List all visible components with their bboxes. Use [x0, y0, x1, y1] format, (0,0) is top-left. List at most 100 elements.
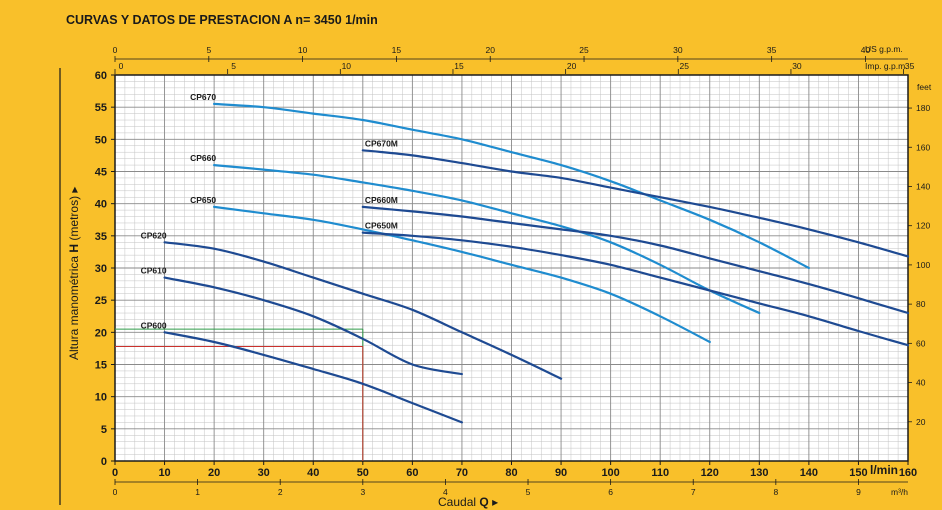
y-tick-label: 10: [95, 392, 107, 404]
curve-cp670m: [361, 149, 910, 258]
y-tick-label: 25: [95, 295, 107, 307]
pump-curves: [163, 102, 910, 424]
impgpm-unit-label: Imp. g.p.m.: [865, 61, 908, 71]
x-tick-label: 100: [601, 467, 619, 479]
y-tick-label: 15: [95, 360, 107, 372]
label-cp620: CP620: [141, 230, 167, 240]
curve-cp660m: [361, 205, 910, 315]
x-axis-label-symbol: Q: [479, 495, 488, 509]
impgpm-tick-label: 25: [680, 61, 690, 71]
x-tick-label: 110: [651, 467, 669, 479]
impgpm-tick-label: 20: [567, 61, 577, 71]
usgpm-tick-label: 0: [113, 45, 118, 55]
impgpm-tick-label: 30: [792, 61, 802, 71]
label-cp670m: CP670M: [365, 138, 398, 148]
m3h-tick-label: 4: [443, 487, 448, 497]
x-tick-label: 70: [456, 467, 468, 479]
label-cp660m: CP660M: [365, 195, 398, 205]
usgpm-tick-label: 20: [485, 45, 495, 55]
x-tick-label: 80: [505, 467, 517, 479]
y-axis-label-symbol: H: [67, 244, 81, 253]
x-tick-label: 120: [701, 467, 719, 479]
x-tick-label: 20: [208, 467, 220, 479]
feet-tick-label: 140: [916, 181, 930, 191]
x-tick-label: 40: [307, 467, 319, 479]
y-axis-label-unit: (metros): [67, 196, 81, 241]
x-tick-label: 140: [800, 467, 818, 479]
feet-tick-label: 180: [916, 103, 930, 113]
curve-cp620: [163, 241, 563, 380]
y-tick-label: 30: [95, 263, 107, 275]
y-tick-label: 60: [95, 70, 107, 82]
guide-lines: [115, 328, 364, 461]
label-cp650: CP650: [190, 195, 216, 205]
chart-title: CURVAS Y DATOS DE PRESTACION A n= 3450 1…: [66, 13, 378, 27]
m3h-tick-label: 2: [278, 487, 283, 497]
m3h-tick-label: 6: [608, 487, 613, 497]
y-tick-label: 35: [95, 231, 107, 243]
usgpm-tick-label: 5: [206, 45, 211, 55]
label-cp660: CP660: [190, 153, 216, 163]
x-axis-label: Caudal Q ▸: [438, 495, 498, 509]
impgpm-tick-label: 35: [905, 61, 915, 71]
label-cp670: CP670: [190, 92, 216, 102]
x-tick-label: 0: [112, 467, 118, 479]
impgpm-tick-label: 15: [454, 61, 464, 71]
x-tick-label: 50: [357, 467, 369, 479]
m3h-tick-label: 0: [113, 487, 118, 497]
y-axis-arrow-icon: ▸: [67, 187, 81, 193]
feet-tick-label: 20: [916, 417, 926, 427]
usgpm-unit-label: US g.p.m.: [865, 44, 903, 54]
x-tick-label: 10: [158, 467, 170, 479]
usgpm-tick-label: 10: [298, 45, 308, 55]
curve-cp660: [213, 164, 761, 315]
x-tick-label: 90: [555, 467, 567, 479]
m3h-tick-label: 7: [691, 487, 696, 497]
feet-tick-label: 60: [916, 338, 926, 348]
feet-tick-label: 160: [916, 142, 930, 152]
x-tick-label: 160: [899, 467, 917, 479]
usgpm-tick-label: 40: [861, 45, 871, 55]
x-axis-label-text: Caudal: [438, 495, 476, 509]
y-tick-label: 40: [95, 199, 107, 211]
y-tick-label: 50: [95, 134, 107, 146]
y-axis-label-prefix: Altura manométrica: [67, 256, 81, 360]
m3h-tick-label: 3: [360, 487, 365, 497]
usgpm-tick-label: 25: [579, 45, 589, 55]
feet-tick-label: 120: [916, 221, 930, 231]
impgpm-tick-label: 0: [119, 61, 124, 71]
label-cp600: CP600: [141, 320, 167, 330]
y-tick-label: 5: [101, 424, 107, 436]
x-tick-label: 130: [750, 467, 768, 479]
y-tick-label: 20: [95, 327, 107, 339]
x-tick-label: 60: [406, 467, 418, 479]
feet-tick-label: 40: [916, 378, 926, 388]
y-tick-label: 55: [95, 102, 107, 114]
curve-labels: CP600 CP610 CP620 CP650 CP660 CP670 CP650M CP66…: [141, 92, 398, 330]
m3h-tick-label: 8: [773, 487, 778, 497]
y-tick-label: 45: [95, 167, 107, 179]
label-cp650m: CP650M: [365, 221, 398, 231]
usgpm-tick-label: 15: [392, 45, 402, 55]
usgpm-tick-label: 35: [767, 45, 777, 55]
grid-major: [115, 75, 908, 461]
m3h-tick-label: 9: [856, 487, 861, 497]
m3h-tick-label: 1: [195, 487, 200, 497]
x-tick-label: 30: [258, 467, 270, 479]
feet-unit-label: feet: [917, 82, 932, 92]
curve-cp670: [213, 102, 810, 270]
x-unit-label: l/min: [870, 463, 898, 477]
x-axis-arrow-icon: ▸: [492, 495, 498, 509]
m3h-unit-label: m³/h: [891, 487, 908, 497]
impgpm-tick-label: 5: [231, 61, 236, 71]
m3h-tick-label: 5: [526, 487, 531, 497]
usgpm-tick-label: 30: [673, 45, 683, 55]
impgpm-tick-label: 10: [342, 61, 352, 71]
curve-cp650m: [361, 231, 910, 347]
curve-cp600: [163, 331, 463, 424]
y-axis-label: Altura manométrica H (metros) ▸: [67, 187, 81, 360]
x-tick-label: 150: [849, 467, 867, 479]
y-tick-label: 0: [101, 456, 107, 468]
